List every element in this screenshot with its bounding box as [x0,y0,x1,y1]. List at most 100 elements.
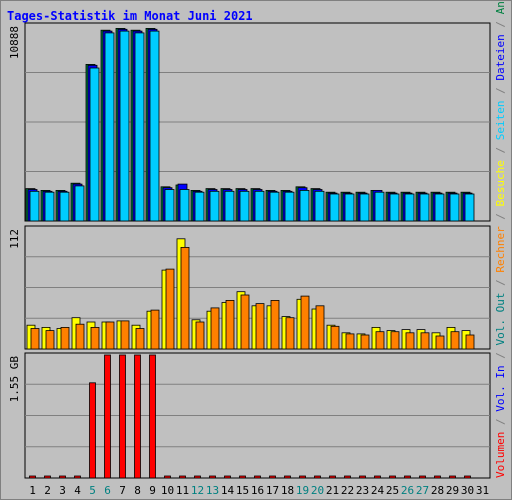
bar-seiten-day-26 [404,193,415,222]
x-tick-label: 21 [326,484,339,497]
bar-volumen-day-17 [269,475,276,479]
bar-volumen-day-14 [224,475,231,479]
bar-volumen-day-24 [374,475,381,479]
legend-item: Dateien [494,34,507,80]
x-tick-label: 14 [221,484,235,497]
bar-rechner-day-30 [465,334,475,350]
x-tick-label: 26 [401,484,414,497]
bar-volumen-day-22 [344,475,351,479]
bar-seiten-day-16 [254,190,265,222]
legend-item: Vol. Out [494,293,507,346]
bar-seiten-day-27 [419,193,430,222]
x-tick-label: 12 [191,484,204,497]
bar-seiten-day-11 [179,189,190,222]
x-tick-label: 28 [431,484,444,497]
x-tick-label: 9 [149,484,156,497]
bar-seiten-day-29 [449,193,460,222]
bar-seiten-day-6 [104,32,115,222]
y-axis-label-hits: 10888 [8,26,21,59]
bar-volumen-day-11 [179,475,186,479]
bar-rechner-day-14 [225,299,235,350]
bar-volumen-day-21 [329,475,336,479]
x-tick-label: 2 [44,484,51,497]
bar-seiten-day-7 [119,30,130,222]
bar-rechner-day-21 [330,325,340,350]
x-tick-label: 8 [134,484,141,497]
legend-item: Besuche [494,160,507,206]
x-tick-label: 18 [281,484,294,497]
bar-seiten-day-14 [224,190,235,222]
bar-rechner-day-2 [45,330,55,350]
bar-seiten-day-28 [434,193,445,222]
bar-seiten-day-17 [269,191,280,222]
bar-volumen-day-25 [389,475,396,479]
bar-seiten-day-15 [239,190,250,222]
legend: Volumen / Vol. In / Vol. Out / Rechner /… [494,1,507,478]
x-tick-label: 31 [476,484,489,497]
x-tick-label: 23 [356,484,369,497]
bar-rechner-day-5 [90,326,100,350]
legend-item: Seiten [494,100,507,140]
bar-seiten-day-18 [284,191,295,222]
bar-volumen-day-5 [89,382,96,479]
bar-seiten-day-3 [59,191,70,222]
x-tick-label: 30 [461,484,474,497]
legend-item: / [494,346,507,366]
x-tick-label: 7 [119,484,126,497]
legend-item: Volumen [494,432,507,478]
legend-item: Rechner [494,226,507,273]
bar-rechner-day-8 [135,328,145,350]
bar-rechner-day-25 [390,331,400,350]
bar-seiten-day-5 [89,67,100,222]
bar-seiten-day-22 [344,193,355,222]
bar-rechner-day-24 [375,331,385,350]
bar-volumen-day-10 [164,475,171,479]
legend-item: / [494,140,507,160]
x-tick-label: 13 [206,484,219,497]
bar-rechner-day-6 [105,321,115,350]
x-tick-label: 24 [371,484,385,497]
bar-volumen-day-18 [284,475,291,479]
bar-rechner-day-10 [165,268,175,350]
x-tick-label: 22 [341,484,354,497]
legend-item: Vol. In [494,365,507,411]
legend-item: / [494,81,507,101]
bar-volumen-day-23 [359,475,366,479]
y-axis-label-visits: 112 [8,229,21,249]
bar-rechner-day-23 [360,334,370,350]
y-axis-label-volume: 1.55 GB [8,356,21,403]
legend-item: / [494,206,507,226]
bar-seiten-day-24 [374,191,385,222]
bar-volumen-day-12 [194,475,201,479]
bar-rechner-day-22 [345,333,355,350]
x-tick-label: 17 [266,484,279,497]
bar-seiten-day-25 [389,193,400,222]
bar-rechner-day-13 [210,307,220,350]
bar-seiten-day-2 [44,191,55,222]
x-tick-label: 25 [386,484,399,497]
bar-volumen-day-13 [209,475,216,479]
x-tick-label: 27 [416,484,429,497]
chart-title: Tages-Statistik im Monat Juni 2021 [7,9,253,23]
bar-rechner-day-4 [75,323,85,350]
bar-rechner-day-7 [120,320,130,350]
bar-volumen-day-28 [434,475,441,479]
bar-seiten-day-10 [164,189,175,222]
bar-seiten-day-8 [134,32,145,222]
bar-rechner-day-15 [240,294,250,350]
legend-item: / [494,14,507,34]
bar-volumen-day-27 [419,475,426,479]
x-tick-label: 1 [29,484,36,497]
bar-seiten-day-4 [74,185,85,222]
bar-rechner-day-18 [285,317,295,350]
bar-volumen-day-9 [149,354,156,479]
bar-seiten-day-30 [464,193,475,222]
bar-rechner-day-1 [30,328,40,350]
bar-rechner-day-3 [60,326,70,350]
bar-seiten-day-13 [209,190,220,222]
bar-volumen-day-20 [314,475,321,479]
x-tick-label: 5 [89,484,96,497]
bar-seiten-day-23 [359,193,370,222]
